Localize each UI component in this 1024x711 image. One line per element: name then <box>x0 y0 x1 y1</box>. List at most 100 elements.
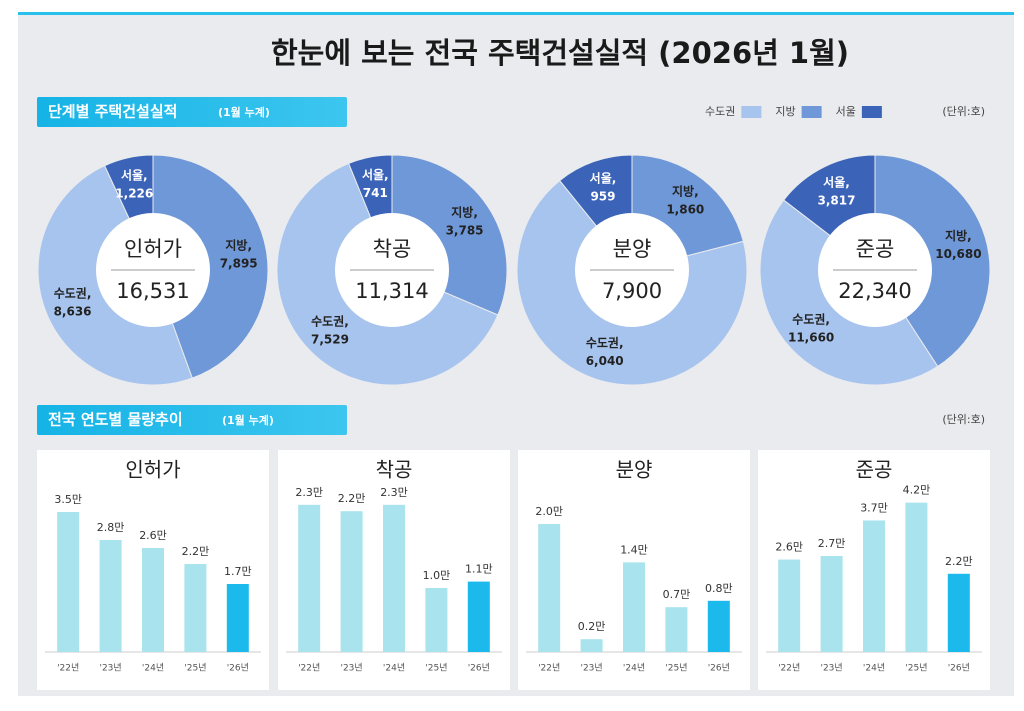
donut-title: 준공 <box>856 237 895 261</box>
slice-value: 7,895 <box>220 256 258 270</box>
bar <box>820 556 843 652</box>
slice-category: 서울, <box>362 167 389 182</box>
legend-swatch <box>741 106 762 118</box>
bar <box>142 548 164 652</box>
slice-category: 서울, <box>590 170 617 185</box>
bar-value: 1.7만 <box>224 565 252 578</box>
bar-value: 2.2만 <box>338 492 366 505</box>
bar-value: 1.4만 <box>620 543 648 556</box>
bar-value: 2.2만 <box>182 545 210 558</box>
bar-value: 2.0만 <box>535 505 563 518</box>
slice-category: 지방, <box>225 237 252 252</box>
bar-value: 0.8만 <box>705 582 733 595</box>
bar <box>467 581 490 652</box>
x-tick-label: '22년 <box>298 663 320 674</box>
x-tick-label: '25년 <box>425 663 447 674</box>
legend-label: 서울 <box>836 105 856 118</box>
section-note: (1월 누계) <box>218 105 270 119</box>
donut-total: 22,340 <box>838 279 911 303</box>
bar <box>340 511 363 652</box>
slice-category: 수도권, <box>792 313 830 327</box>
x-tick-label: '26년 <box>227 663 249 674</box>
x-tick-label: '24년 <box>383 663 405 674</box>
x-tick-label: '26년 <box>708 663 730 674</box>
section-label: 단계별 주택건설실적 <box>48 103 177 121</box>
legend-label: 수도권 <box>705 105 735 118</box>
x-tick-label: '26년 <box>948 663 970 674</box>
bar <box>538 524 561 652</box>
bar-value: 1.0만 <box>423 569 451 582</box>
donut-title: 착공 <box>373 237 412 261</box>
x-tick-label: '22년 <box>57 663 79 674</box>
donut-title: 인허가 <box>124 237 182 261</box>
section-tab <box>37 405 347 435</box>
x-tick-label: '23년 <box>340 663 362 674</box>
legend-label: 지방 <box>775 105 795 118</box>
bar-title: 준공 <box>856 458 893 482</box>
bar <box>99 540 122 652</box>
bar-value: 0.7만 <box>663 588 691 601</box>
bar <box>947 573 970 652</box>
slice-value: 1,226 <box>115 187 153 201</box>
x-tick-label: '25년 <box>665 663 687 674</box>
x-tick-label: '23년 <box>580 663 602 674</box>
x-tick-label: '24년 <box>142 663 164 674</box>
bar-title: 인허가 <box>125 458 180 482</box>
bar <box>580 639 603 652</box>
legend-swatch <box>861 106 882 118</box>
bar-value: 2.3만 <box>295 486 323 499</box>
donut-total: 16,531 <box>116 279 189 303</box>
bar-value: 3.7만 <box>860 501 888 514</box>
bar <box>383 504 405 652</box>
top-rule <box>18 12 1014 15</box>
bar-title: 착공 <box>376 458 413 482</box>
bar <box>298 504 321 652</box>
x-tick-label: '23년 <box>820 663 842 674</box>
slice-category: 수도권, <box>54 287 92 301</box>
slice-category: 지방, <box>672 184 699 199</box>
slice-category: 서울, <box>823 174 850 189</box>
slice-category: 수도권, <box>311 315 349 329</box>
section-note: (1월 누계) <box>222 413 274 427</box>
slice-value: 6,040 <box>586 354 624 368</box>
bar <box>665 607 688 652</box>
donut-title: 분양 <box>613 237 652 261</box>
bar <box>707 600 730 652</box>
bar <box>905 502 928 652</box>
bar <box>778 559 801 652</box>
donut-total: 7,900 <box>602 279 662 303</box>
bar-value: 2.7만 <box>818 537 846 550</box>
slice-value: 741 <box>363 186 388 200</box>
slice-category: 지방, <box>451 205 478 220</box>
bar <box>863 520 885 652</box>
bar <box>57 512 80 652</box>
bar-value: 1.1만 <box>465 563 493 576</box>
title: 한눈에 보는 전국 주택건설실적 (2026년 1월) <box>271 36 849 70</box>
slice-value: 3,785 <box>446 224 484 238</box>
slice-value: 1,860 <box>666 203 704 217</box>
slice-category: 수도권, <box>586 336 624 350</box>
legend-swatch <box>801 106 822 118</box>
bar <box>425 588 448 652</box>
slice-value: 11,660 <box>788 331 834 345</box>
x-tick-label: '23년 <box>99 663 121 674</box>
x-tick-label: '22년 <box>538 663 560 674</box>
bar <box>226 584 249 652</box>
bar-value: 4.2만 <box>903 484 931 497</box>
bar-value: 2.3만 <box>380 486 408 499</box>
bar-value: 2.6만 <box>139 529 167 542</box>
bar-title: 분양 <box>616 458 653 482</box>
unit: (단위:호) <box>942 413 985 426</box>
slice-category: 지방, <box>945 228 972 243</box>
slice-value: 8,636 <box>54 305 92 319</box>
x-tick-label: '24년 <box>863 663 885 674</box>
x-tick-label: '25년 <box>905 663 927 674</box>
bar-value: 2.6만 <box>775 541 803 554</box>
section-tab <box>37 97 347 127</box>
bar-value: 2.2만 <box>945 555 973 568</box>
donut-total: 11,314 <box>355 279 428 303</box>
bar <box>184 564 207 652</box>
slice-category: 서울, <box>121 168 148 183</box>
slice-value: 7,529 <box>311 333 349 347</box>
